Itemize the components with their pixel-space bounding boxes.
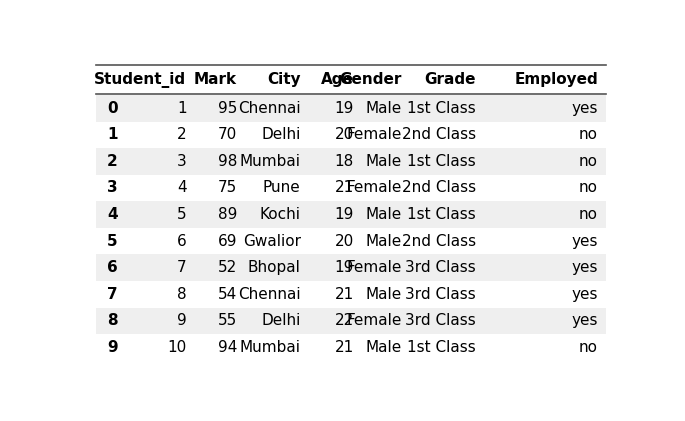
Text: 4: 4 <box>177 181 186 195</box>
Text: Chennai: Chennai <box>238 101 301 116</box>
Text: 9: 9 <box>107 340 118 355</box>
Text: 9: 9 <box>177 313 186 328</box>
Text: no: no <box>579 207 598 222</box>
Text: Female: Female <box>346 181 401 195</box>
Text: 21: 21 <box>334 181 353 195</box>
Text: 98: 98 <box>218 154 237 169</box>
Text: 3rd Class: 3rd Class <box>405 313 476 328</box>
Text: 20: 20 <box>334 127 353 142</box>
Text: 94: 94 <box>218 340 237 355</box>
Text: 3: 3 <box>177 154 186 169</box>
Text: Student_id: Student_id <box>95 72 186 88</box>
Text: 6: 6 <box>107 260 118 275</box>
Text: Female: Female <box>346 260 401 275</box>
Text: 4: 4 <box>107 207 118 222</box>
Text: yes: yes <box>571 260 598 275</box>
Bar <box>96 281 606 308</box>
Text: Chennai: Chennai <box>238 287 301 302</box>
Text: Delhi: Delhi <box>261 313 301 328</box>
Text: 21: 21 <box>334 287 353 302</box>
Text: Mumbai: Mumbai <box>240 340 301 355</box>
Text: 20: 20 <box>334 234 353 249</box>
Text: 3rd Class: 3rd Class <box>405 287 476 302</box>
Text: 19: 19 <box>334 207 353 222</box>
Text: 2nd Class: 2nd Class <box>401 234 476 249</box>
Text: 1st Class: 1st Class <box>407 340 476 355</box>
Text: 3: 3 <box>107 181 118 195</box>
Text: no: no <box>579 127 598 142</box>
Text: yes: yes <box>571 313 598 328</box>
Text: yes: yes <box>571 234 598 249</box>
Bar <box>96 175 606 201</box>
Text: Male: Male <box>365 287 401 302</box>
Text: Bhopal: Bhopal <box>248 260 301 275</box>
Text: 19: 19 <box>334 260 353 275</box>
Text: Male: Male <box>365 101 401 116</box>
Text: 1st Class: 1st Class <box>407 154 476 169</box>
Text: Gender: Gender <box>339 72 401 87</box>
Text: 3rd Class: 3rd Class <box>405 260 476 275</box>
Text: Grade: Grade <box>424 72 476 87</box>
Bar <box>96 148 606 175</box>
Text: 18: 18 <box>334 154 353 169</box>
Text: Employed: Employed <box>514 72 598 87</box>
Text: 5: 5 <box>177 207 186 222</box>
Text: 1: 1 <box>107 127 117 142</box>
Text: 10: 10 <box>167 340 186 355</box>
Text: 69: 69 <box>217 234 237 249</box>
Text: yes: yes <box>571 287 598 302</box>
Text: yes: yes <box>571 101 598 116</box>
Text: no: no <box>579 340 598 355</box>
Text: 55: 55 <box>218 313 237 328</box>
Text: 70: 70 <box>218 127 237 142</box>
Text: 19: 19 <box>334 101 353 116</box>
Text: 21: 21 <box>334 340 353 355</box>
Text: Male: Male <box>365 234 401 249</box>
Bar <box>96 95 606 122</box>
Text: Gwalior: Gwalior <box>242 234 301 249</box>
Text: 2nd Class: 2nd Class <box>401 127 476 142</box>
Text: Kochi: Kochi <box>260 207 301 222</box>
Text: 1st Class: 1st Class <box>407 207 476 222</box>
Text: Male: Male <box>365 207 401 222</box>
Text: 1: 1 <box>177 101 186 116</box>
Text: 2: 2 <box>107 154 118 169</box>
Text: Female: Female <box>346 313 401 328</box>
Text: 22: 22 <box>334 313 353 328</box>
Text: 1st Class: 1st Class <box>407 101 476 116</box>
Bar <box>96 228 606 254</box>
Text: 95: 95 <box>218 101 237 116</box>
Text: no: no <box>579 181 598 195</box>
Bar <box>96 201 606 228</box>
Text: 7: 7 <box>177 260 186 275</box>
Text: Male: Male <box>365 340 401 355</box>
Text: Delhi: Delhi <box>261 127 301 142</box>
Bar <box>96 254 606 281</box>
Text: 52: 52 <box>218 260 237 275</box>
Text: 5: 5 <box>107 234 118 249</box>
Text: 8: 8 <box>107 313 118 328</box>
Text: Female: Female <box>346 127 401 142</box>
Text: 6: 6 <box>177 234 186 249</box>
Text: 0: 0 <box>107 101 118 116</box>
Text: Age: Age <box>321 72 353 87</box>
Text: 75: 75 <box>218 181 237 195</box>
Text: 8: 8 <box>177 287 186 302</box>
Text: Male: Male <box>365 154 401 169</box>
Text: no: no <box>579 154 598 169</box>
Text: Pune: Pune <box>263 181 301 195</box>
Text: 7: 7 <box>107 287 118 302</box>
Text: Mark: Mark <box>194 72 237 87</box>
Text: 2: 2 <box>177 127 186 142</box>
Bar <box>96 308 606 334</box>
Text: Mumbai: Mumbai <box>240 154 301 169</box>
Text: City: City <box>267 72 301 87</box>
Bar <box>96 122 606 148</box>
Text: 2nd Class: 2nd Class <box>401 181 476 195</box>
Bar <box>96 334 606 361</box>
Text: 89: 89 <box>218 207 237 222</box>
Text: 54: 54 <box>218 287 237 302</box>
